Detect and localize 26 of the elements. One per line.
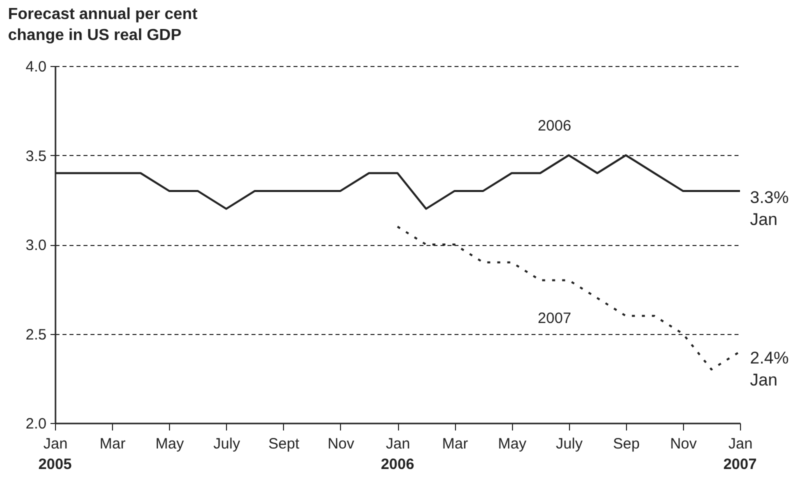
x-tick-label: Jan bbox=[728, 436, 753, 452]
y-tick-label: 3.5 bbox=[26, 148, 46, 165]
text: 3.3% Jan bbox=[750, 188, 789, 229]
x-tick-label: Mar bbox=[100, 436, 126, 452]
text: 2.4% Jan bbox=[750, 348, 789, 390]
y-tick-label: 2.0 bbox=[26, 416, 46, 432]
text: 2006 bbox=[380, 456, 414, 473]
chart-title: Forecast annual per cent change in US real GDP bbox=[8, 5, 198, 46]
y-tick-label: 3.0 bbox=[26, 237, 46, 254]
y-tick-label: 2.5 bbox=[26, 326, 46, 344]
x-tick-label: Jan bbox=[386, 436, 410, 452]
x-tick-label: May bbox=[498, 436, 527, 452]
series-label: 2006 bbox=[538, 117, 572, 134]
text: 2007 bbox=[723, 456, 757, 473]
x-tick-label: Sept bbox=[268, 436, 300, 452]
x-tick-label: July bbox=[556, 436, 584, 452]
text: 2005 bbox=[38, 456, 72, 473]
x-tick-label: July bbox=[213, 436, 241, 452]
x-tick-label: Sep bbox=[612, 436, 640, 452]
x-tick-label: Mar bbox=[442, 436, 468, 452]
series-label: 2007 bbox=[538, 310, 572, 328]
x-tick-label: Nov bbox=[670, 436, 698, 452]
x-tick-label: Jan bbox=[43, 436, 68, 452]
x-tick-label: Nov bbox=[328, 436, 355, 452]
y-tick-label: 4.0 bbox=[26, 58, 46, 76]
x-tick-label: May bbox=[155, 436, 184, 452]
